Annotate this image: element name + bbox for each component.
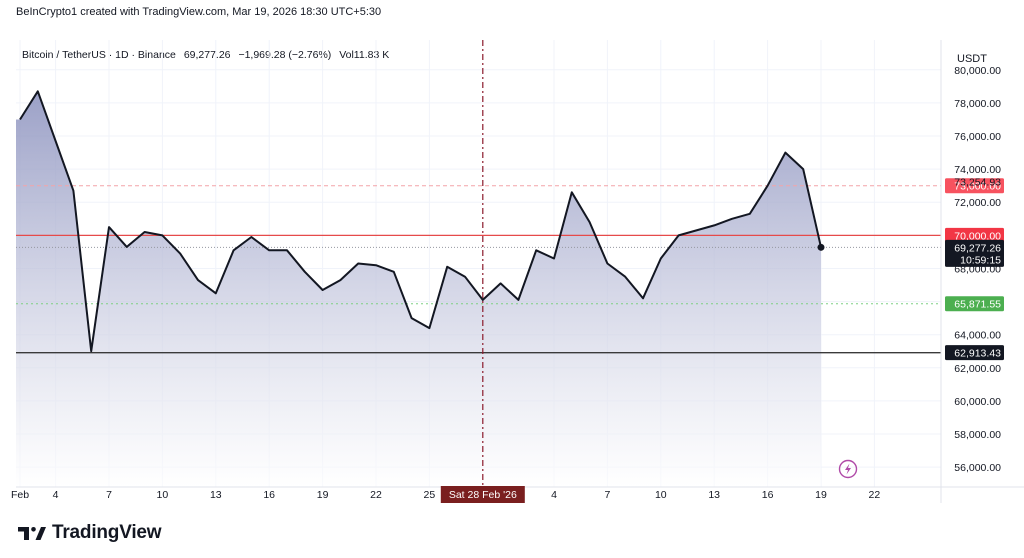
tradingview-logo-text: TradingView <box>52 522 162 543</box>
level-badge-bg <box>945 296 1004 312</box>
crosshair-date-label: Sat 28 Feb '26 <box>440 486 525 503</box>
last-price: 69,277.26 <box>183 49 231 61</box>
time-tick-label: Feb <box>11 489 29 501</box>
time-tick-label: 7 <box>604 489 610 501</box>
price-tick-label: 56,000.00 <box>954 462 1001 474</box>
tradingview-logo[interactable]: TradingView <box>18 522 162 544</box>
chart-attribution: BeInCrypto1 created with TradingView.com… <box>16 6 382 18</box>
last-price-badge-bg <box>945 239 1004 267</box>
crosshair-label-bg <box>440 486 525 503</box>
last-price-badge: 10:59:15 <box>960 254 1001 266</box>
tradingview-logo-icon <box>18 527 46 540</box>
time-tick-label: 7 <box>106 489 112 501</box>
time-axis: Feb 4 7 10 13 16 19 22 25 4 7 10 13 16 19 22 <box>11 489 880 501</box>
time-tick-label: 22 <box>869 489 881 501</box>
level-badge: 62,913.43 <box>954 348 1001 360</box>
last-price-badge: 69,277.26 <box>954 242 1001 254</box>
level-badge-bg <box>945 227 1004 243</box>
currency-label[interactable]: USDT <box>957 53 987 65</box>
price-area-fill <box>16 91 821 487</box>
time-tick-label: 16 <box>762 489 774 501</box>
price-tick-label: 64,000.00 <box>954 330 1001 342</box>
horizontal-levels <box>16 185 941 354</box>
level-badge: 70,000.00 <box>954 230 1001 242</box>
price-tick-label: 76,000.00 <box>954 131 1001 143</box>
time-tick-label: 13 <box>708 489 720 501</box>
volume: Vol11.83 K <box>339 49 390 61</box>
time-tick-label: 10 <box>157 489 169 501</box>
price-tick-label: 80,000.00 <box>954 65 1001 77</box>
time-tick-label: 4 <box>551 489 557 501</box>
lightning-bolt-icon[interactable] <box>838 459 858 479</box>
level-badge: 65,871.55 <box>954 299 1001 311</box>
price-axis: 80,000.00 78,000.00 76,000.00 74,000.00 72,0… <box>954 65 1001 474</box>
price-tick-label: 78,000.00 <box>954 98 1001 110</box>
level-badge-bg <box>945 345 1004 361</box>
level-value-label: 73,254.93 <box>954 176 1001 188</box>
time-tick-label: 22 <box>370 489 382 501</box>
level-badge: 73,000.00 <box>954 181 1001 193</box>
price-axis-badges: 73,000.00 70,000.00 65,871.55 62,913.43 73,2… <box>945 176 1004 361</box>
time-tick-label: 19 <box>815 489 827 501</box>
time-tick-label: 16 <box>263 489 275 501</box>
time-tick-label: 4 <box>53 489 59 501</box>
price-tick-label: 62,000.00 <box>954 363 1001 375</box>
crosshair-label-text: Sat 28 Feb '26 <box>449 489 517 501</box>
time-tick-label: 25 <box>424 489 436 501</box>
symbol-info-line: Bitcoin / TetherUS · 1D · Binance 69,277… <box>22 49 394 61</box>
level-badge-bg <box>945 178 1004 194</box>
price-tick-label: 58,000.00 <box>954 429 1001 441</box>
price-change: −1,969.28 (−2.76%) <box>238 49 332 61</box>
last-price-dot <box>817 243 825 251</box>
symbol-name[interactable]: Bitcoin / TetherUS · 1D · Binance <box>22 49 176 61</box>
time-tick-label: 13 <box>210 489 222 501</box>
time-tick-label: 19 <box>317 489 329 501</box>
price-tick-label: 60,000.00 <box>954 396 1001 408</box>
time-tick-label: 10 <box>655 489 667 501</box>
price-tick-label: 72,000.00 <box>954 197 1001 209</box>
price-line <box>19 90 822 353</box>
price-tick-label: 74,000.00 <box>954 164 1001 176</box>
